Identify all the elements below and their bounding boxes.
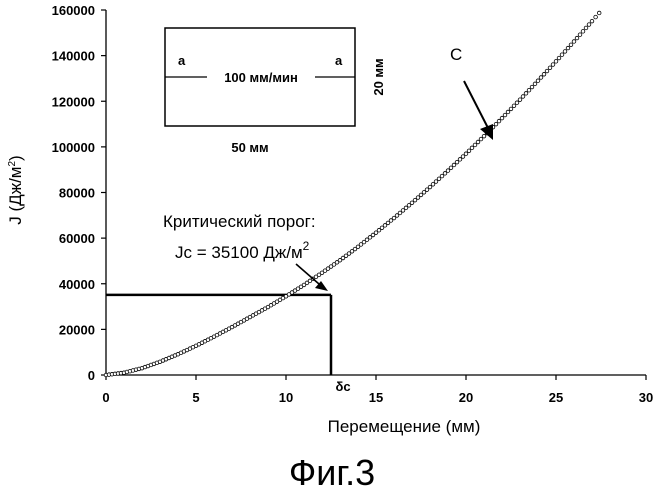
y-tick-label: 120000 xyxy=(52,94,95,109)
data-point xyxy=(551,63,555,67)
data-point xyxy=(554,60,558,64)
data-point xyxy=(413,198,417,202)
data-point xyxy=(566,46,570,50)
x-tick-label: 10 xyxy=(279,390,293,405)
x-tick-label: 15 xyxy=(369,390,383,405)
data-point xyxy=(581,30,585,34)
data-point xyxy=(425,188,429,192)
data-point xyxy=(428,185,432,189)
data-point xyxy=(542,72,546,76)
data-point xyxy=(473,143,477,147)
height-label: 20 мм xyxy=(371,58,386,95)
x-tick-label: 0 xyxy=(102,390,109,405)
data-point xyxy=(515,101,519,105)
y-tick-label: 60000 xyxy=(59,231,95,246)
notch-label-left: a xyxy=(178,53,186,68)
y-ticks: 0 20000 40000 60000 80000 100000 120000 140000 1… xyxy=(52,3,106,383)
data-point xyxy=(458,158,462,162)
data-point xyxy=(443,172,447,176)
data-point xyxy=(512,104,516,108)
data-point xyxy=(509,107,513,111)
data-point xyxy=(563,50,567,54)
y-tick-label: 40000 xyxy=(59,277,95,292)
data-point xyxy=(422,190,426,194)
specimen-inset: a a 100 мм/мин 20 мм 50 мм xyxy=(165,28,386,155)
y-axis-label-end: ) xyxy=(6,155,25,161)
data-point xyxy=(530,85,534,89)
width-label: 50 мм xyxy=(231,140,268,155)
data-point xyxy=(476,140,480,144)
data-point xyxy=(527,88,531,92)
data-point xyxy=(575,36,579,40)
data-point xyxy=(419,193,423,197)
data-point xyxy=(590,19,594,23)
y-tick-label: 160000 xyxy=(52,3,95,18)
data-point xyxy=(494,122,498,126)
data-point xyxy=(482,134,486,138)
data-point xyxy=(434,180,438,184)
data-point xyxy=(524,92,528,96)
y-tick-label: 100000 xyxy=(52,140,95,155)
data-point xyxy=(479,137,483,141)
data-point xyxy=(578,33,582,37)
curve-label-c: C xyxy=(450,45,462,64)
data-point xyxy=(597,11,601,15)
data-point xyxy=(410,201,414,205)
data-point xyxy=(548,66,552,70)
data-point xyxy=(467,149,471,153)
data-point xyxy=(452,163,456,167)
data-point xyxy=(416,196,420,200)
data-point xyxy=(446,169,450,173)
threshold-title: Критический порог: xyxy=(163,212,316,231)
data-point xyxy=(503,113,507,117)
figure-caption: Фиг.3 xyxy=(289,452,375,493)
data-point xyxy=(461,155,465,159)
data-point xyxy=(584,26,588,30)
curve-arrow-line xyxy=(464,81,488,128)
data-point xyxy=(536,79,540,83)
data-point xyxy=(440,174,444,178)
data-point xyxy=(533,82,537,86)
data-point xyxy=(569,43,573,47)
x-tick-label: 30 xyxy=(639,390,653,405)
threshold-value: Jc = 35100 Дж/м2 xyxy=(175,239,310,262)
data-point xyxy=(545,69,549,73)
x-tick-label: 25 xyxy=(549,390,563,405)
x-axis-label: Перемещение (мм) xyxy=(328,417,481,436)
data-point xyxy=(560,53,564,57)
data-point xyxy=(518,98,522,102)
data-point xyxy=(470,146,474,150)
notch-label-right: a xyxy=(335,53,343,68)
data-point xyxy=(572,40,576,44)
y-tick-label: 0 xyxy=(88,368,95,383)
x-marker-delta-c: δc xyxy=(335,379,350,394)
data-point xyxy=(497,119,501,123)
data-point xyxy=(431,182,435,186)
data-point xyxy=(506,110,510,114)
threshold-value-sup: 2 xyxy=(303,239,310,253)
x-ticks: 0 5 10 15 20 25 30 xyxy=(102,375,653,405)
y-tick-label: 140000 xyxy=(52,49,95,64)
data-point xyxy=(464,152,468,156)
data-point xyxy=(437,177,441,181)
data-point xyxy=(449,166,453,170)
x-tick-label: 5 xyxy=(192,390,199,405)
threshold-value-main: Jc = 35100 Дж/м xyxy=(175,243,303,262)
data-point xyxy=(587,23,591,27)
y-tick-label: 20000 xyxy=(59,322,95,337)
data-point xyxy=(539,76,543,80)
y-axis-label: J (Дж/м2) xyxy=(6,155,25,224)
x-tick-label: 20 xyxy=(459,390,473,405)
y-tick-label: 80000 xyxy=(59,186,95,201)
data-point xyxy=(594,15,598,19)
data-point xyxy=(500,116,504,120)
data-point xyxy=(557,56,561,60)
y-axis-label-main: J (Дж/м xyxy=(6,167,25,225)
data-point xyxy=(455,160,459,164)
speed-label: 100 мм/мин xyxy=(224,70,298,85)
data-point xyxy=(521,95,525,99)
